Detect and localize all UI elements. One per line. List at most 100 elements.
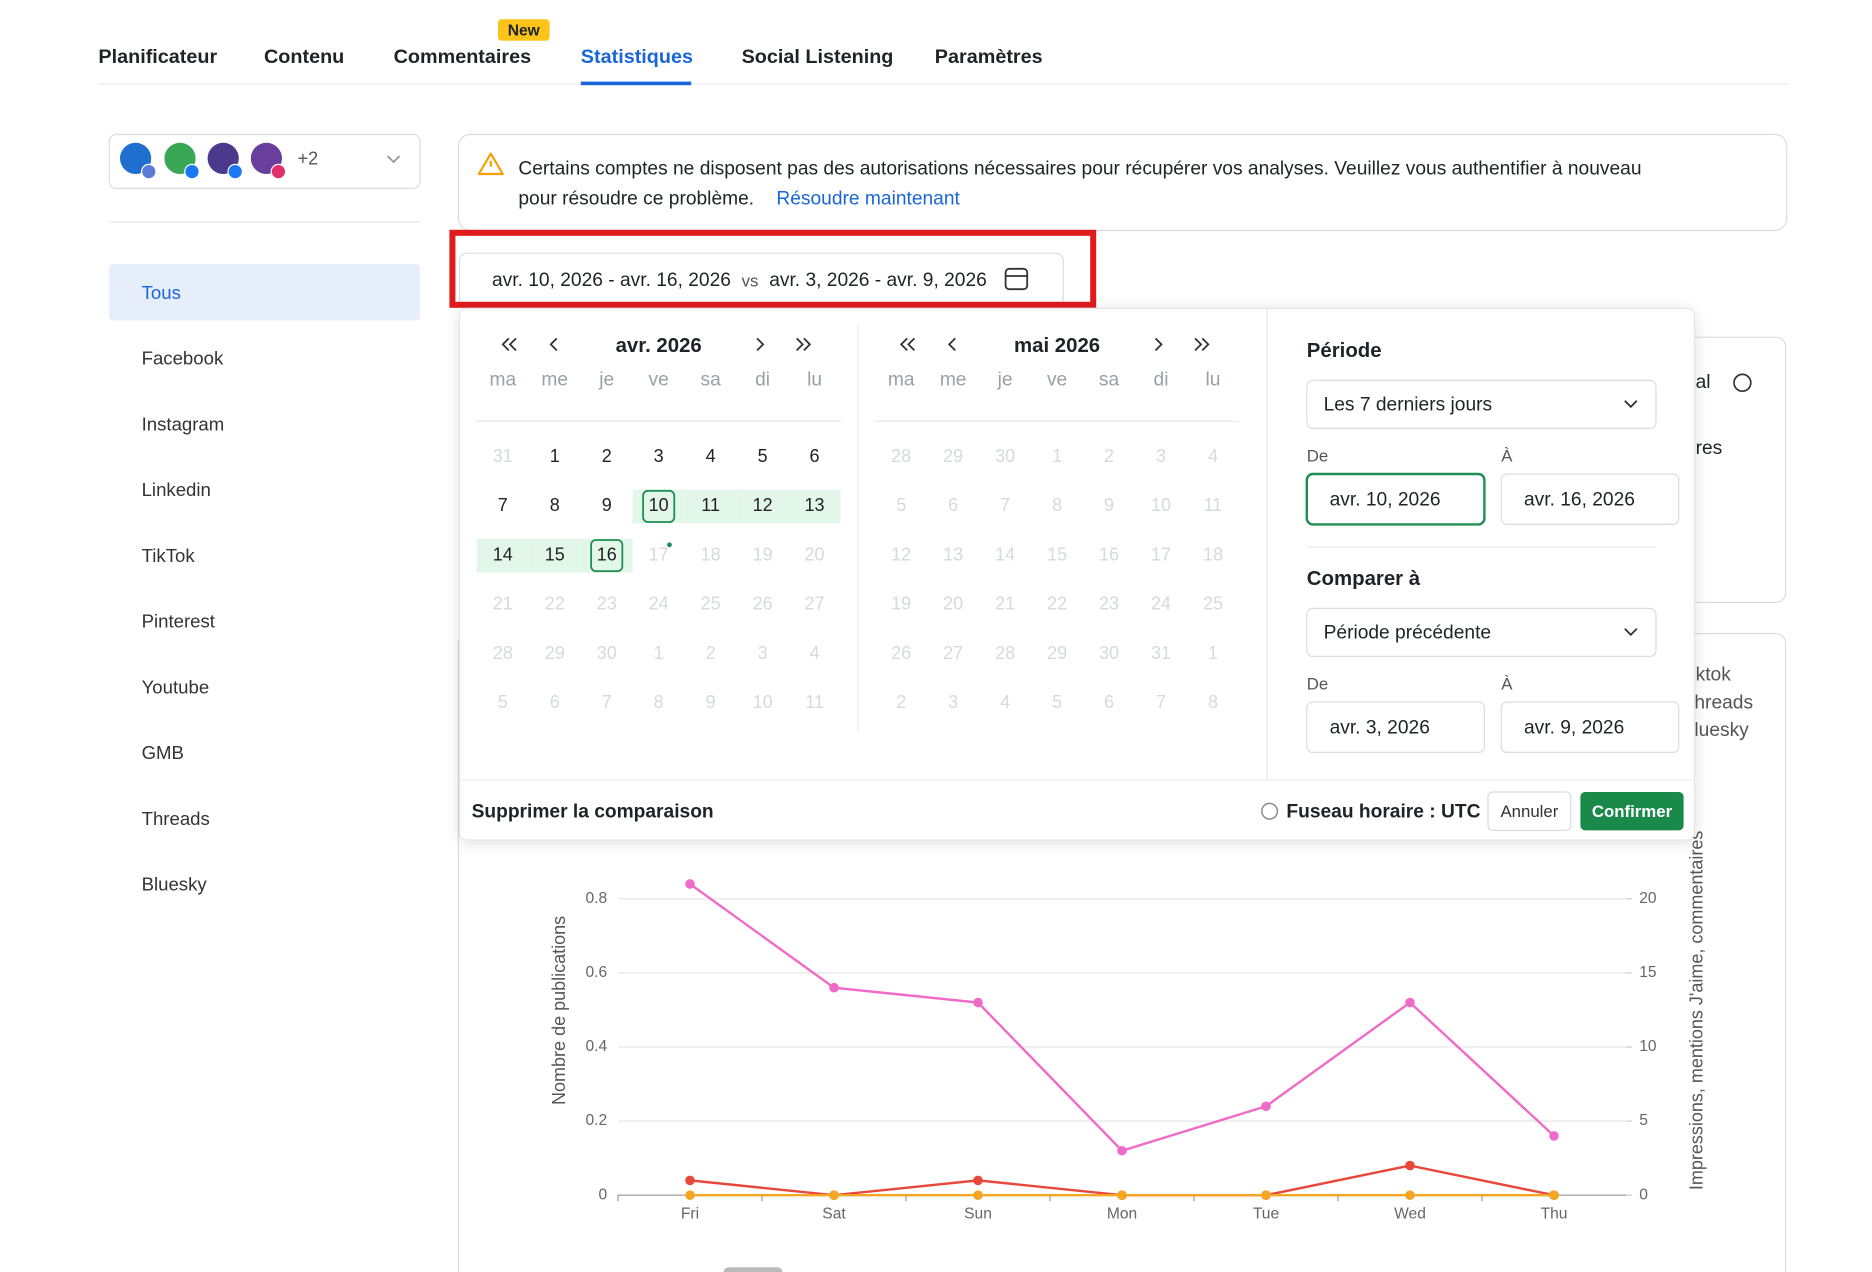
day: 1 — [1052, 446, 1062, 466]
nav-tab[interactable]: Commentaires — [394, 46, 532, 68]
alert-link[interactable]: Résoudre maintenant — [776, 188, 960, 209]
day[interactable]: 14 — [493, 544, 513, 564]
month-nav[interactable] — [796, 337, 804, 352]
chevron — [1624, 628, 1638, 637]
calendar-icon — [1004, 267, 1029, 291]
data-point — [973, 997, 983, 1008]
day: 28 — [995, 643, 1015, 663]
month-nav[interactable] — [549, 337, 558, 352]
day[interactable]: 10 — [649, 495, 669, 515]
day[interactable]: 13 — [805, 495, 825, 515]
sidebar-item[interactable]: Facebook — [142, 348, 224, 369]
day[interactable]: 1 — [550, 446, 560, 466]
period-select[interactable] — [1306, 379, 1657, 429]
day[interactable]: 12 — [753, 495, 773, 515]
weekday: ve — [1047, 369, 1067, 390]
scrollbar[interactable] — [723, 1267, 783, 1272]
data-point — [685, 879, 695, 889]
nav-tab[interactable]: Paramètres — [935, 46, 1043, 68]
field-label: À — [1501, 447, 1513, 466]
fragment: al — [1696, 372, 1711, 393]
month-nav[interactable] — [1201, 337, 1210, 352]
y-tick-label: 0.6 — [586, 964, 608, 981]
compare-select-value: Période précédente — [1324, 623, 1491, 644]
date-input[interactable] — [1305, 472, 1486, 526]
y2-tick-label: 15 — [1639, 964, 1657, 981]
month-nav[interactable] — [1154, 337, 1163, 352]
confirm-button[interactable] — [1580, 792, 1684, 831]
x-tick-label: Tue — [1253, 1206, 1279, 1223]
x-tick-label: Wed — [1394, 1206, 1426, 1223]
date-input[interactable] — [1500, 701, 1680, 753]
sidebar-item[interactable]: Instagram — [142, 413, 225, 434]
month-nav[interactable] — [899, 337, 908, 352]
day[interactable]: 4 — [706, 446, 716, 466]
day: 28 — [891, 446, 911, 466]
alert-box — [457, 133, 1788, 231]
day: 21 — [493, 594, 513, 614]
day: 24 — [1151, 594, 1171, 614]
day: 11 — [805, 692, 824, 712]
sidebar-item[interactable]: Youtube — [142, 676, 210, 697]
day: 7 — [1156, 692, 1166, 712]
month-nav[interactable] — [803, 337, 812, 352]
month-nav[interactable] — [907, 337, 916, 352]
month-nav[interactable] — [756, 337, 765, 352]
day[interactable]: 16 — [597, 544, 617, 564]
day: 23 — [597, 594, 617, 614]
month-nav[interactable] — [501, 337, 510, 352]
day: 9 — [706, 692, 716, 712]
day: 27 — [805, 594, 825, 614]
info-icon — [1733, 373, 1752, 393]
sidebar-item[interactable]: Pinterest — [142, 611, 216, 632]
nav-tab[interactable]: Contenu — [264, 46, 344, 68]
weekday: lu — [1205, 369, 1220, 390]
day[interactable]: 11 — [701, 495, 720, 515]
fragment: res — [1696, 438, 1723, 459]
compare-select[interactable] — [1306, 607, 1657, 657]
sidebar-item[interactable]: Tous — [142, 282, 181, 303]
sidebar-item[interactable]: TikTok — [142, 545, 196, 566]
x-tick-label: Mon — [1107, 1206, 1137, 1223]
sidebar-item[interactable]: GMB — [142, 742, 184, 763]
chevron — [386, 155, 401, 164]
weekday: je — [997, 369, 1013, 390]
remove-comparison[interactable]: Supprimer la comparaison — [472, 801, 714, 822]
month-nav[interactable] — [947, 337, 956, 352]
day: 30 — [597, 643, 617, 663]
month-nav[interactable] — [1194, 337, 1203, 352]
day: 8 — [1208, 692, 1218, 712]
data-point — [1549, 1190, 1559, 1200]
sidebar-item[interactable]: Threads — [142, 808, 210, 829]
y2-tick-label: 5 — [1639, 1112, 1648, 1129]
fragment: hreads — [1694, 692, 1753, 713]
nav-tab[interactable]: Statistiques — [581, 46, 693, 68]
day: 12 — [891, 544, 911, 564]
day[interactable]: 2 — [602, 446, 612, 466]
day[interactable]: 6 — [810, 446, 820, 466]
nav-tab[interactable]: Planificateur — [98, 46, 217, 68]
date-input[interactable] — [1306, 701, 1485, 753]
day[interactable]: 8 — [550, 495, 560, 515]
today-dot — [667, 542, 672, 548]
data-point — [1117, 1145, 1127, 1156]
day[interactable]: 3 — [654, 446, 664, 466]
tabs: Planificateur Contenu Commentaires Statisti… — [98, 46, 1042, 68]
day[interactable]: 7 — [498, 495, 508, 515]
day: 30 — [995, 446, 1015, 466]
x-tick-label: Fri — [681, 1206, 699, 1223]
day[interactable]: 5 — [758, 446, 768, 466]
day[interactable]: 15 — [545, 544, 565, 564]
network-icon — [227, 163, 243, 180]
date-input[interactable] — [1500, 473, 1680, 525]
cancel-button[interactable] — [1487, 791, 1572, 831]
range-cell — [788, 489, 841, 524]
y-tick-label: 0.2 — [586, 1112, 608, 1129]
weekday: di — [755, 369, 770, 390]
day[interactable]: 9 — [602, 495, 612, 515]
sidebar-item[interactable]: Bluesky — [142, 874, 208, 895]
month-nav[interactable] — [508, 337, 517, 352]
nav-tab[interactable]: Social Listening — [742, 46, 894, 68]
sidebar-item[interactable]: Linkedin — [142, 479, 211, 500]
